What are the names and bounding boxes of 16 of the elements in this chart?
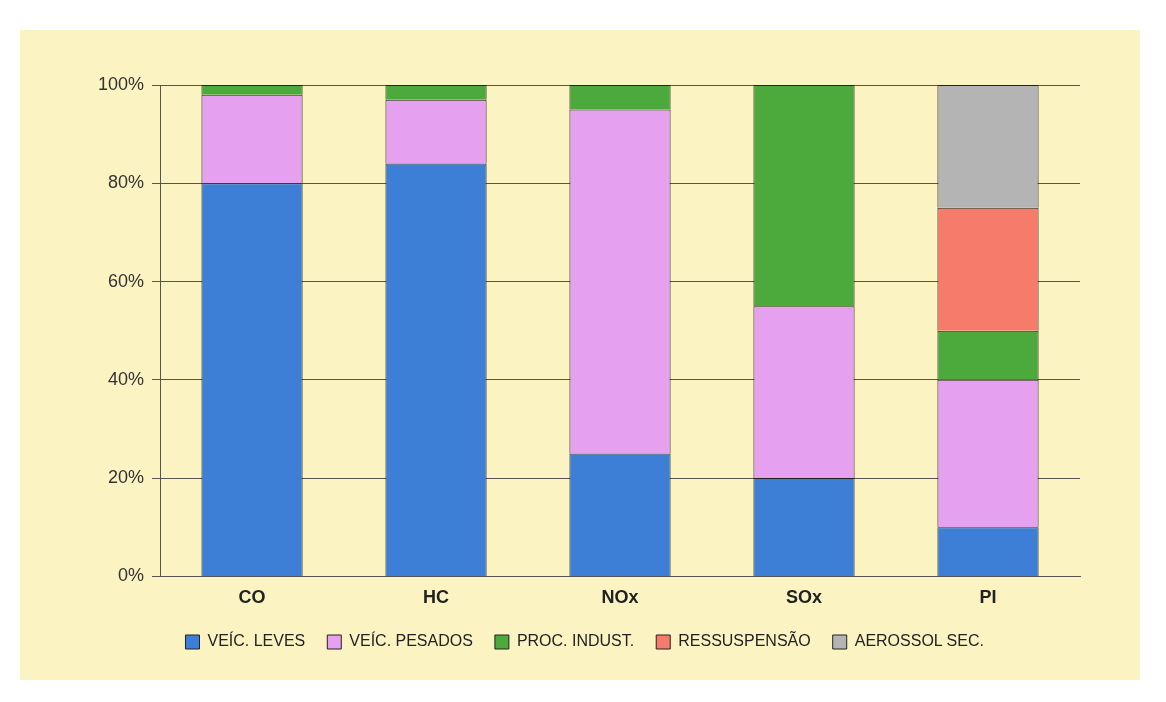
x-tick-label: CO [238, 587, 266, 608]
x-tick-label: SOx [786, 587, 823, 608]
y-tick-label: 0% [118, 565, 145, 586]
x-tick-label: PI [979, 587, 997, 608]
y-tick-label: 60% [108, 270, 145, 291]
y-tick-label: 40% [108, 368, 145, 389]
legend-label: VEÍC. LEVES [207, 631, 306, 650]
y-tick-label: 100% [97, 73, 145, 94]
y-tick-label: 20% [108, 467, 145, 488]
x-tick-label: NOx [601, 587, 639, 608]
legend-label: RESSUSPENSÃO [678, 630, 811, 650]
x-tick-label: HC [423, 587, 450, 608]
y-tick-label: 80% [108, 172, 145, 193]
legend-label: VEÍC. PESADOS [349, 631, 473, 650]
legend-label: AEROSSOL SEC. [854, 632, 984, 650]
legend-label: PROC. INDUST. [516, 632, 635, 650]
